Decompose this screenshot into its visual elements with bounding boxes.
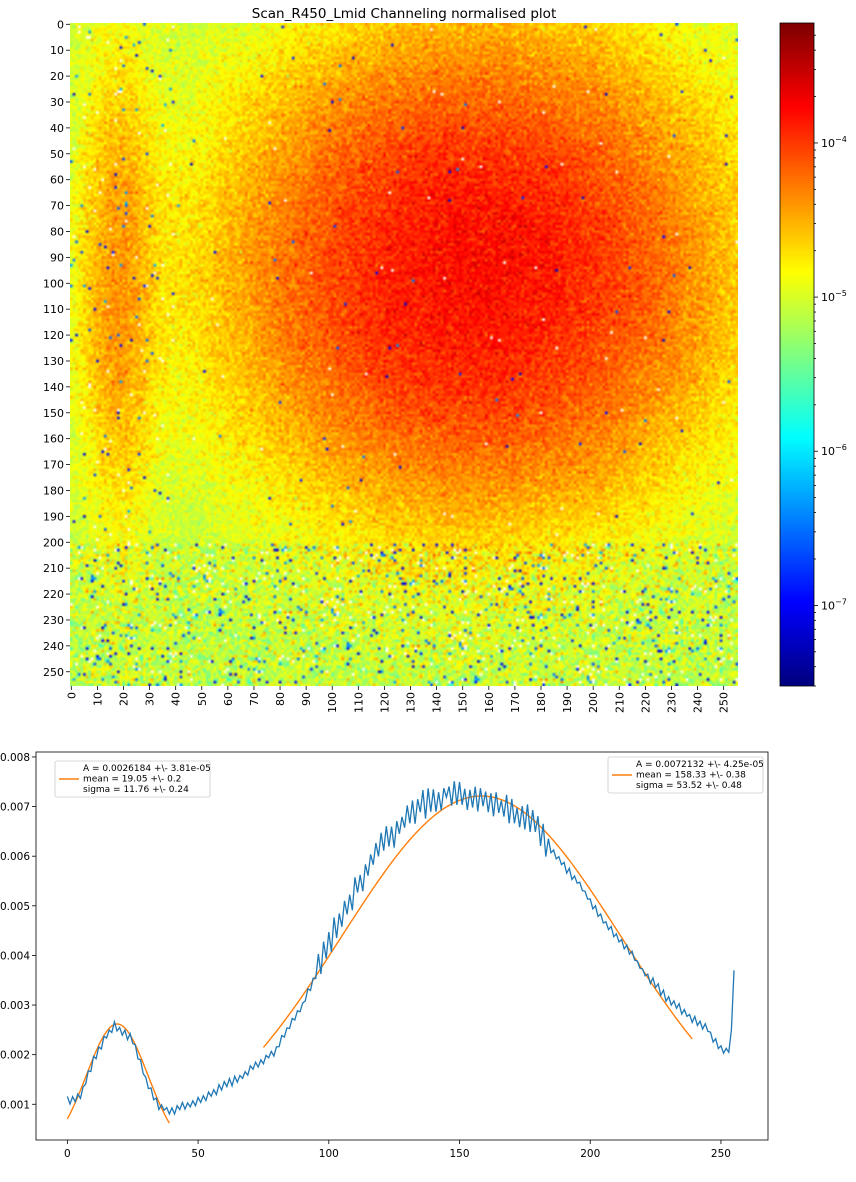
- profile-y-tick-label: 0.004: [0, 950, 30, 962]
- profile-x-tick-label: 50: [191, 1148, 204, 1160]
- heatmap-y-tick-label: 230: [43, 614, 64, 627]
- heatmap-y-tick-label: 170: [43, 459, 64, 472]
- legend-box: [607, 756, 764, 794]
- legend-text: sigma = 11.76 +\- 0.24: [83, 785, 189, 795]
- profile-y-tick-label: 0.003: [0, 1000, 30, 1012]
- heatmap-x-tick-label: 250: [718, 692, 731, 713]
- heatmap-y-tick-label: 190: [43, 510, 64, 523]
- profile-x-tick-label: 250: [711, 1148, 731, 1160]
- series-line-1: [66, 781, 735, 1116]
- heatmap-x-tick-label: 220: [639, 692, 652, 713]
- heatmap-x-tick-label: 80: [274, 692, 287, 706]
- legend-text: A = 0.0026184 +\- 3.81e-05: [83, 764, 211, 774]
- heatmap-x-tick-label: 50: [196, 692, 209, 706]
- heatmap-y-tick-label: 150: [43, 407, 64, 420]
- profile-axes: 0 50 100 150 200 250 0.001 0.002 0.003 0.004 0.005…: [0, 752, 731, 1160]
- heatmap-x-tick-label: 20: [117, 692, 130, 706]
- heatmap-y-tick-label: 50: [50, 148, 64, 161]
- heatmap-y-tick-label: 100: [43, 277, 64, 290]
- heatmap-panel: Scan_R450_Lmid Channeling normalised plo…: [43, 6, 847, 713]
- heatmap-x-tick-label: 40: [170, 692, 183, 706]
- heatmap-y-tick-label: 200: [43, 536, 64, 549]
- heatmap-x-tick-label: 200: [587, 692, 600, 713]
- heatmap-y-tick-label: 30: [50, 96, 64, 109]
- profile-y-tick-label: 0.008: [0, 752, 30, 764]
- heatmap-x-tick-label: 10: [91, 692, 104, 706]
- heatmap-x-axis: 0 10 20 30 40 50 60 70 80 90 100 110 120 130 140 150 160…: [65, 686, 731, 713]
- heatmap-x-tick-label: 110: [352, 692, 365, 713]
- colorbar-axis: 10−4 10−5 10−6 10−7: [814, 34, 847, 687]
- heatmap-x-tick-label: 100: [326, 692, 339, 713]
- heatmap-y-tick-label: 110: [43, 303, 64, 316]
- heatmap-x-tick-label: 60: [222, 692, 235, 706]
- profile-y-tick-label: 0.007: [0, 802, 30, 814]
- heatmap-x-tick-label: 180: [535, 692, 548, 713]
- legend-text: mean = 19.05 +\- 0.2: [83, 775, 181, 785]
- profile-y-tick-label: 0.006: [0, 851, 30, 863]
- colorbar-tick-label: 10−6: [821, 443, 847, 458]
- heatmap-title: Scan_R450_Lmid Channeling normalised plo…: [252, 6, 556, 22]
- profile-x-tick-label: 150: [449, 1148, 469, 1160]
- heatmap-y-tick-label: 80: [50, 225, 64, 238]
- heatmap-x-tick-label: 130: [405, 692, 418, 713]
- heatmap-x-tick-label: 190: [561, 692, 574, 713]
- heatmap-y-tick-label: 40: [50, 122, 64, 135]
- profile-y-tick-label: 0.002: [0, 1050, 30, 1062]
- profile-y-tick-label: 0.005: [0, 901, 30, 913]
- colorbar-tick-label: 10−7: [821, 597, 847, 612]
- heatmap-x-tick-label: 120: [378, 692, 391, 713]
- heatmap-y-tick-label: 180: [43, 484, 64, 497]
- profile-panel: 0 50 100 150 200 250 0.001 0.002 0.003 0.004 0.005…: [0, 751, 769, 1160]
- heatmap-y-tick-label: 250: [43, 666, 64, 679]
- heatmap-y-tick-label: 220: [43, 588, 64, 601]
- heatmap-y-tick-label: 20: [50, 70, 64, 83]
- heatmap-y-tick-label: 130: [43, 355, 64, 368]
- heatmap-y-tick-label: 70: [50, 200, 64, 213]
- fit-curves: [66, 795, 693, 1124]
- heatmap-y-tick-label: 120: [43, 329, 64, 342]
- heatmap-x-tick-label: 140: [431, 692, 444, 713]
- fit-curve-2: [262, 795, 693, 1048]
- heatmap-y-tick-label: 210: [43, 562, 64, 575]
- heatmap-x-tick-label: 0: [65, 692, 78, 699]
- heatmap-x-tick-label: 240: [692, 692, 705, 713]
- heatmap-x-tick-label: 30: [144, 692, 157, 706]
- colorbar-frame: [779, 22, 815, 687]
- profile-x-tick-label: 200: [580, 1148, 600, 1160]
- data-series: [66, 781, 735, 1116]
- heatmap-image: [70, 23, 738, 686]
- profile-x-tick-label: 100: [319, 1148, 339, 1160]
- heatmap-x-tick-label: 230: [665, 692, 678, 713]
- colorbar-tick-label: 10−5: [821, 289, 847, 304]
- legend-text: A = 0.0072132 +\- 4.25e-05: [636, 760, 764, 770]
- heatmap-y-axis: 0 10 20 30 40 50 60 70 80 90 100 110 120 130 140 150 160…: [43, 18, 70, 679]
- legend-box: [54, 760, 211, 798]
- profile-y-tick-label: 0.001: [0, 1099, 30, 1111]
- profile-axes-frame: [35, 751, 769, 1141]
- heatmap-y-tick-label: 10: [50, 44, 64, 57]
- profile-x-tick-label: 0: [64, 1148, 71, 1160]
- legend-text: mean = 158.33 +\- 0.38: [636, 771, 746, 781]
- fit-curve-1: [66, 1023, 170, 1124]
- heatmap-y-tick-label: 240: [43, 640, 64, 653]
- heatmap-x-tick-label: 90: [300, 692, 313, 706]
- heatmap-x-tick-label: 70: [248, 692, 261, 706]
- heatmap-y-tick-label: 60: [50, 174, 64, 187]
- heatmap-x-tick-label: 210: [613, 692, 626, 713]
- colorbar-tick-label: 10−4: [821, 135, 847, 150]
- colorbar: [780, 23, 814, 686]
- heatmap-x-tick-label: 160: [483, 692, 496, 713]
- heatmap-y-tick-label: 90: [50, 251, 64, 264]
- heatmap-x-tick-label: 170: [509, 692, 522, 713]
- legend-text: sigma = 53.52 +\- 0.48: [636, 781, 742, 791]
- heatmap-y-tick-label: 140: [43, 381, 64, 394]
- heatmap-y-tick-label: 160: [43, 433, 64, 446]
- heatmap-x-tick-label: 150: [457, 692, 470, 713]
- heatmap-y-tick-label: 0: [57, 18, 64, 31]
